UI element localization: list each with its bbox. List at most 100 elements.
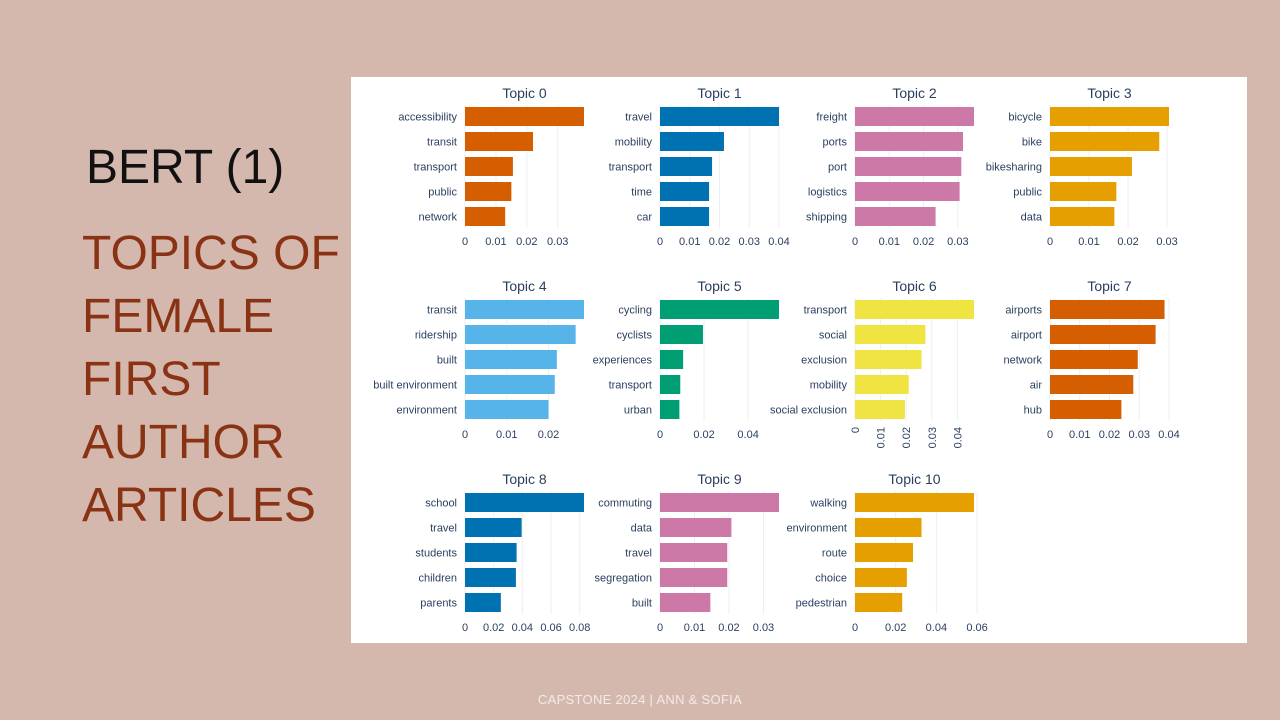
topic-chart: Topic 4 transit ridership built built enviro… (373, 278, 584, 441)
topic-chart: Topic 1 travel mobility transport time car 0 0.… (609, 85, 790, 248)
tick-label: 0.04 (952, 427, 964, 448)
bar (1050, 107, 1169, 126)
bar (660, 543, 728, 562)
bar (660, 400, 680, 419)
category-label: ridership (415, 330, 457, 342)
category-label: logistics (808, 187, 848, 199)
chart-title: Topic 2 (892, 85, 937, 101)
topic-bar-charts: Topic 0 accessibility transit transport publ… (373, 85, 1179, 634)
bar (855, 350, 922, 369)
bar (1050, 157, 1132, 176)
bar (1050, 182, 1117, 201)
category-label: experiences (593, 355, 653, 367)
category-label: route (822, 548, 847, 560)
bar (465, 300, 584, 319)
category-label: choice (815, 573, 847, 585)
bar (1050, 325, 1156, 344)
category-label: bikesharing (986, 162, 1042, 174)
chart-title: Topic 1 (697, 85, 742, 101)
tick-label: 0.01 (684, 622, 705, 634)
category-label: accessibility (398, 112, 457, 124)
bar (465, 107, 584, 126)
category-label: airports (1005, 305, 1042, 317)
bar (855, 182, 960, 201)
tick-label: 0.02 (901, 427, 913, 448)
subtitle-line: FIRST (82, 353, 221, 406)
bar (465, 493, 584, 512)
tick-label: 0 (852, 236, 858, 248)
tick-label: 0.01 (1078, 236, 1099, 248)
bar (660, 207, 710, 226)
topic-chart: Topic 7 airports airport network air hub 0 0.01… (1003, 278, 1179, 441)
chart-title: Topic 6 (892, 278, 937, 294)
bar (465, 568, 516, 587)
bar (660, 182, 710, 201)
tick-label: 0 (657, 429, 663, 441)
category-label: network (1003, 355, 1042, 367)
category-label: transport (414, 162, 457, 174)
category-label: built (632, 598, 652, 610)
bar (855, 568, 907, 587)
tick-label: 0.06 (966, 622, 987, 634)
bar (660, 593, 711, 612)
bar (855, 207, 936, 226)
bar (660, 568, 728, 587)
bar (855, 400, 905, 419)
bar (660, 375, 681, 394)
chart-title: Topic 3 (1087, 85, 1132, 101)
bar (465, 543, 517, 562)
topic-chart: Topic 10 walking environment route choice ped… (786, 471, 987, 634)
category-label: pedestrian (796, 598, 847, 610)
category-label: built environment (373, 380, 457, 392)
category-label: shipping (806, 212, 847, 224)
tick-label: 0.04 (737, 429, 758, 441)
tick-label: 0.02 (913, 236, 934, 248)
bar (855, 543, 913, 562)
category-label: commuting (598, 498, 652, 510)
category-label: social (819, 330, 847, 342)
category-label: environment (786, 523, 847, 535)
category-label: exclusion (801, 355, 847, 367)
bar (465, 132, 533, 151)
category-label: mobility (810, 380, 848, 392)
bar (660, 300, 779, 319)
category-label: car (637, 212, 653, 224)
category-label: travel (430, 523, 457, 535)
tick-label: 0.02 (483, 622, 504, 634)
bar (1050, 375, 1134, 394)
tick-label: 0.04 (768, 236, 789, 248)
tick-label: 0.04 (926, 622, 947, 634)
category-label: ports (823, 137, 848, 149)
bar (1050, 132, 1160, 151)
bar (855, 593, 903, 612)
tick-label: 0.02 (693, 429, 714, 441)
tick-label: 0 (850, 427, 862, 433)
bar (465, 207, 506, 226)
category-label: cycling (618, 305, 652, 317)
bar (1050, 300, 1165, 319)
tick-label: 0.02 (516, 236, 537, 248)
bar (855, 518, 922, 537)
category-label: air (1030, 380, 1043, 392)
category-label: transport (804, 305, 847, 317)
slide-subtitle: TOPICS OF FEMALE FIRST AUTHOR ARTICLES (82, 222, 342, 537)
topic-charts-panel: Topic 0 accessibility transit transport publ… (351, 77, 1247, 643)
chart-title: Topic 4 (502, 278, 547, 294)
category-label: cyclists (617, 330, 653, 342)
subtitle-line: TOPICS OF (82, 227, 340, 280)
bar (660, 157, 713, 176)
tick-label: 0.01 (496, 429, 517, 441)
category-label: transit (427, 137, 457, 149)
bar (855, 157, 962, 176)
category-label: transit (427, 305, 457, 317)
tick-label: 0.02 (538, 429, 559, 441)
tick-label: 0 (462, 429, 468, 441)
topic-chart: Topic 6 transport social exclusion mobility s… (770, 278, 974, 448)
category-label: mobility (615, 137, 653, 149)
category-label: built (437, 355, 457, 367)
tick-label: 0.01 (679, 236, 700, 248)
category-label: bike (1022, 137, 1042, 149)
category-label: travel (625, 548, 652, 560)
chart-title: Topic 7 (1087, 278, 1132, 294)
category-label: public (428, 187, 457, 199)
